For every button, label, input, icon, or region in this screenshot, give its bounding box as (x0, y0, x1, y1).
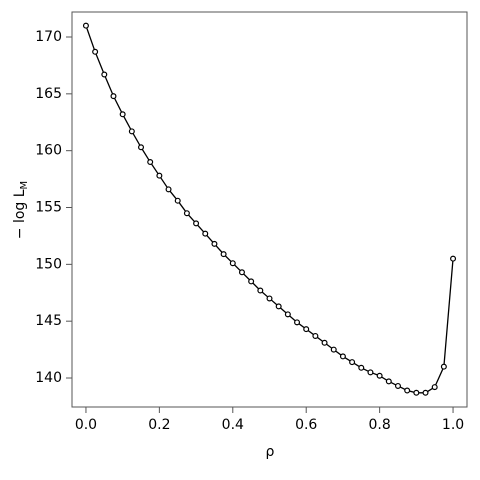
plot-frame (71, 11, 468, 408)
point-marker (147, 159, 154, 166)
x-tick-label: 1.0 (442, 417, 464, 433)
point-marker (110, 93, 117, 100)
y-axis-label-sub: M (19, 181, 30, 190)
y-tick-label: 155 (35, 200, 62, 216)
point-marker (376, 372, 383, 379)
point-marker (321, 339, 328, 346)
point-marker (238, 269, 245, 276)
point-marker (165, 186, 172, 193)
point-marker (138, 144, 145, 151)
point-marker (431, 384, 438, 391)
point-marker (394, 382, 401, 389)
series-line (85, 25, 454, 394)
point-marker (266, 295, 273, 302)
point-marker (422, 389, 429, 396)
y-tick-label: 165 (35, 86, 62, 102)
point-marker (156, 172, 163, 179)
point-marker (404, 387, 411, 394)
point-marker (92, 48, 99, 55)
point-marker (229, 260, 236, 267)
point-marker (202, 230, 209, 237)
point-marker (174, 197, 181, 204)
y-tick-label: 170 (35, 29, 62, 45)
x-tick-label: 0.6 (295, 417, 317, 433)
point-marker (183, 210, 190, 217)
y-axis-label: − log LM (12, 181, 30, 239)
point-marker (358, 364, 365, 371)
x-axis-label: ρ (266, 444, 275, 460)
point-marker (128, 128, 135, 135)
point-marker (211, 240, 218, 247)
point-marker (413, 389, 420, 396)
point-marker (450, 255, 457, 262)
point-marker (119, 111, 126, 118)
point-marker (257, 287, 264, 294)
point-marker (349, 359, 356, 366)
point-marker (339, 353, 346, 360)
y-axis-label-main: − log L (12, 189, 28, 239)
x-tick-label: 0.4 (222, 417, 244, 433)
point-marker (275, 303, 282, 310)
y-tick-label: 145 (35, 313, 62, 329)
x-tick-label: 0.0 (75, 417, 97, 433)
point-marker (248, 278, 255, 285)
point-marker (294, 319, 301, 326)
point-marker (312, 332, 319, 339)
y-tick-label: 140 (35, 370, 62, 386)
point-marker (193, 220, 200, 227)
point-marker (101, 71, 108, 78)
point-marker (284, 311, 291, 318)
point-marker (440, 363, 447, 370)
point-marker (330, 346, 337, 353)
point-marker (367, 369, 374, 376)
y-tick-label: 150 (35, 256, 62, 272)
y-tick-label: 160 (35, 143, 62, 159)
point-marker (303, 326, 310, 333)
point-marker (385, 378, 392, 385)
point-marker (220, 251, 227, 258)
x-tick-label: 0.2 (148, 417, 170, 433)
x-tick-label: 0.8 (368, 417, 390, 433)
point-marker (82, 22, 89, 29)
